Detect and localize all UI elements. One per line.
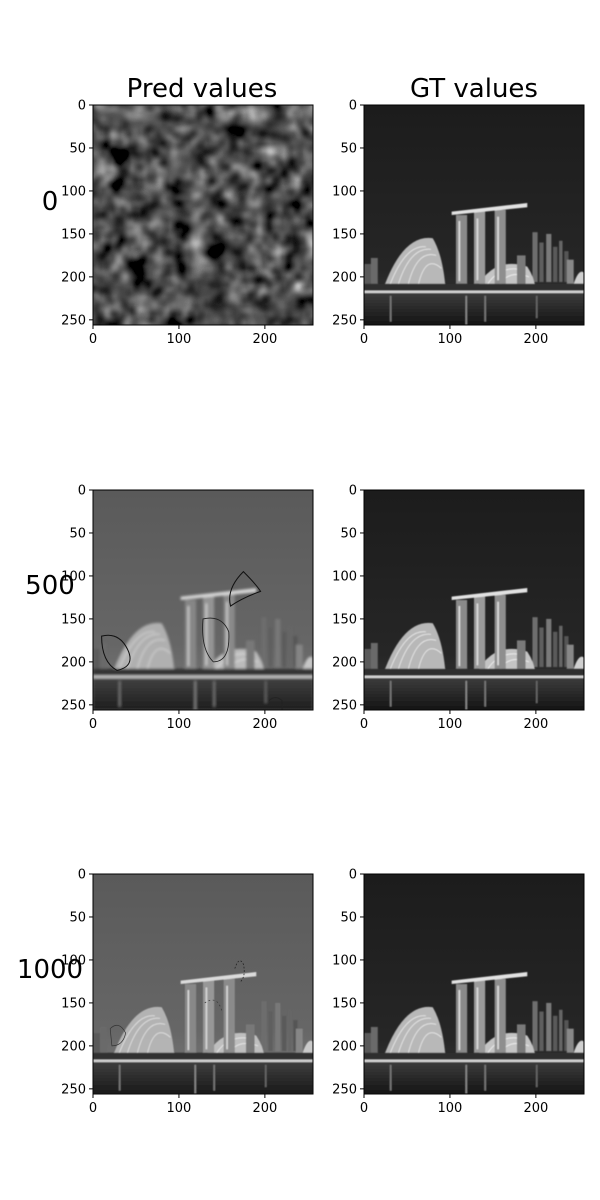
axes-frame-r0c0 xyxy=(92,104,314,326)
axes-frame-r2c0 xyxy=(92,873,314,1095)
x-tick-label-r0c0-0: 0 xyxy=(89,332,97,347)
y-tick-label-r2c0-250: 250 xyxy=(61,1082,86,1097)
column-title-gt: GT values xyxy=(410,74,538,104)
x-tick-label-r1c1-100: 100 xyxy=(438,717,463,732)
y-tick-label-r2c0-50: 50 xyxy=(69,910,86,925)
y-tick-label-r1c0-0: 0 xyxy=(78,484,86,499)
y-tick-label-r0c0-0: 0 xyxy=(78,99,86,114)
y-tick-label-r1c0-250: 250 xyxy=(61,698,86,713)
x-tick-label-r2c0-100: 100 xyxy=(167,1101,192,1116)
panel-row1000-gt xyxy=(364,874,585,1095)
panel-row0-pred xyxy=(93,105,314,326)
y-tick-label-r0c0-150: 150 xyxy=(61,227,86,242)
y-tick-label-r1c1-50: 50 xyxy=(340,526,357,541)
y-tick-label-r0c0-250: 250 xyxy=(61,313,86,328)
y-tick-label-r0c1-150: 150 xyxy=(332,227,357,242)
y-tick-label-r1c1-150: 150 xyxy=(332,612,357,627)
y-tick-label-r1c0-50: 50 xyxy=(69,526,86,541)
y-tick-label-r2c1-100: 100 xyxy=(332,953,357,968)
y-tick-label-r0c1-200: 200 xyxy=(332,270,357,285)
y-tick-label-r2c0-100: 100 xyxy=(61,953,86,968)
y-tick-label-r1c1-0: 0 xyxy=(349,484,357,499)
y-tick-label-r1c1-250: 250 xyxy=(332,698,357,713)
x-tick-label-r0c0-200: 200 xyxy=(252,332,277,347)
y-tick-label-r0c1-50: 50 xyxy=(340,141,357,156)
axes-frame-r0c1 xyxy=(363,104,585,326)
y-tick-label-r2c1-250: 250 xyxy=(332,1082,357,1097)
y-tick-label-r1c0-150: 150 xyxy=(61,612,86,627)
x-tick-label-r1c0-0: 0 xyxy=(89,717,97,732)
y-tick-label-r2c1-0: 0 xyxy=(349,868,357,883)
row-label-0: 0 xyxy=(42,187,59,217)
row-label-1000: 1000 xyxy=(17,955,83,985)
x-tick-label-r2c1-0: 0 xyxy=(360,1101,368,1116)
y-tick-label-r0c1-0: 0 xyxy=(349,99,357,114)
x-tick-label-r1c0-200: 200 xyxy=(252,717,277,732)
x-tick-label-r2c1-100: 100 xyxy=(438,1101,463,1116)
y-tick-label-r2c1-50: 50 xyxy=(340,910,357,925)
y-tick-label-r2c1-200: 200 xyxy=(332,1039,357,1054)
y-tick-label-r1c0-100: 100 xyxy=(61,569,86,584)
x-tick-label-r0c0-100: 100 xyxy=(167,332,192,347)
x-tick-label-r2c0-200: 200 xyxy=(252,1101,277,1116)
panel-row0-gt xyxy=(364,105,585,326)
x-tick-label-r1c0-100: 100 xyxy=(167,717,192,732)
axes-frame-r2c1 xyxy=(363,873,585,1095)
y-tick-label-r0c0-50: 50 xyxy=(69,141,86,156)
x-tick-label-r0c1-100: 100 xyxy=(438,332,463,347)
y-tick-label-r1c0-200: 200 xyxy=(61,655,86,670)
x-tick-label-r1c1-200: 200 xyxy=(523,717,548,732)
y-tick-label-r1c1-100: 100 xyxy=(332,569,357,584)
x-tick-label-r2c0-0: 0 xyxy=(89,1101,97,1116)
y-tick-label-r2c1-150: 150 xyxy=(332,996,357,1011)
y-tick-label-r1c1-200: 200 xyxy=(332,655,357,670)
y-tick-label-r0c1-250: 250 xyxy=(332,313,357,328)
y-tick-label-r2c0-0: 0 xyxy=(78,868,86,883)
y-tick-label-r2c0-200: 200 xyxy=(61,1039,86,1054)
y-tick-label-r0c0-100: 100 xyxy=(61,184,86,199)
y-tick-label-r0c1-100: 100 xyxy=(332,184,357,199)
y-tick-label-r0c0-200: 200 xyxy=(61,270,86,285)
x-tick-label-r2c1-200: 200 xyxy=(523,1101,548,1116)
axes-frame-r1c1 xyxy=(363,489,585,711)
panel-row1000-pred xyxy=(93,874,314,1095)
y-tick-label-r2c0-150: 150 xyxy=(61,996,86,1011)
panel-row500-gt xyxy=(364,490,585,711)
x-tick-label-r0c1-200: 200 xyxy=(523,332,548,347)
panel-row500-pred xyxy=(93,490,314,711)
column-title-pred: Pred values xyxy=(127,74,278,104)
x-tick-label-r0c1-0: 0 xyxy=(360,332,368,347)
row-label-500: 500 xyxy=(25,571,75,601)
x-tick-label-r1c1-0: 0 xyxy=(360,717,368,732)
axes-frame-r1c0 xyxy=(92,489,314,711)
